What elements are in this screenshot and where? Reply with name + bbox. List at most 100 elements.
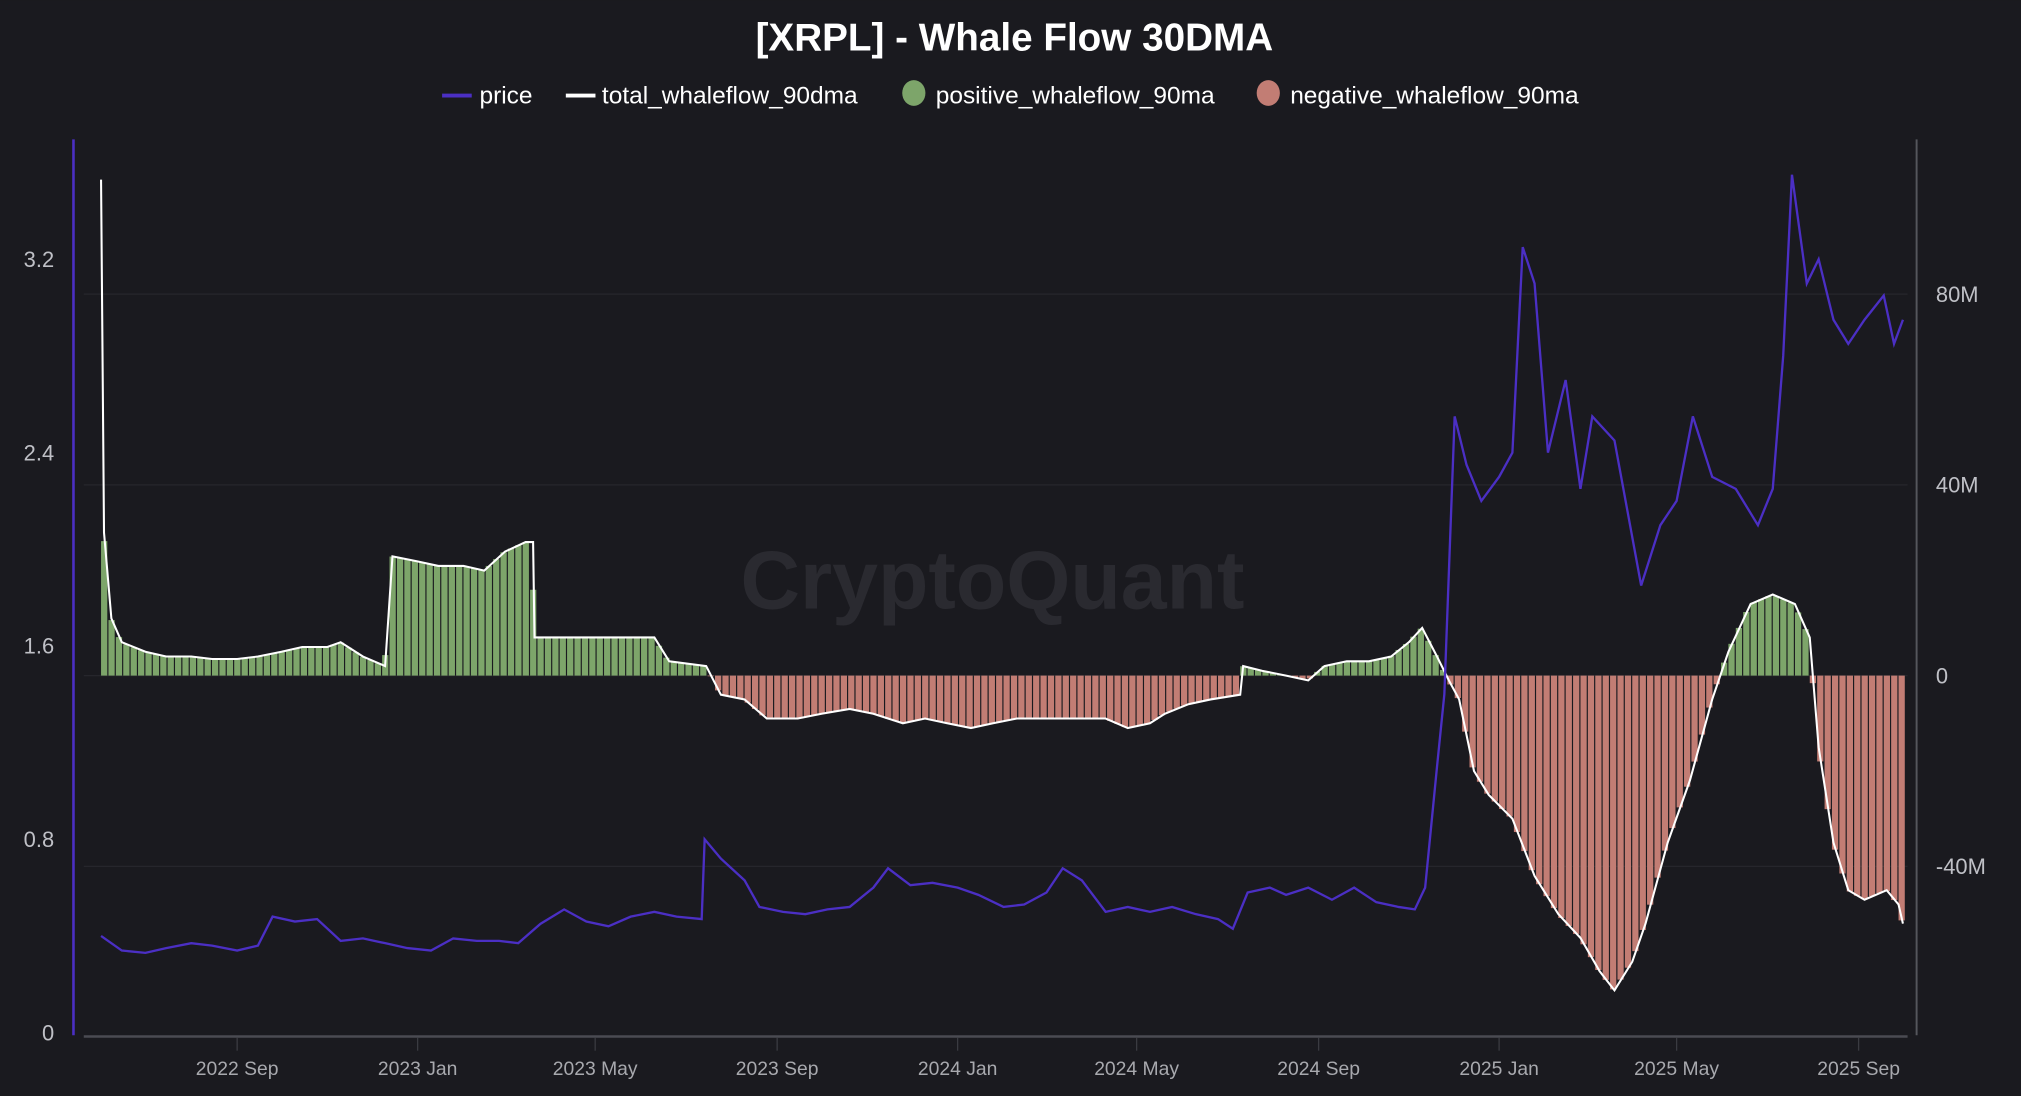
- negative-bar: [1476, 675, 1484, 782]
- positive-bar: [1765, 596, 1772, 676]
- negative-bar: [840, 675, 847, 710]
- positive-bar: [263, 654, 271, 676]
- negative-bar: [833, 675, 840, 712]
- negative-bar: [1632, 675, 1639, 952]
- negative-bar: [1513, 675, 1521, 833]
- negative-bar: [1040, 675, 1047, 719]
- positive-bar: [678, 662, 685, 676]
- positive-bar: [1269, 673, 1277, 676]
- negative-bar: [1647, 675, 1654, 905]
- price-line: [100, 174, 1905, 955]
- positive-bar: [278, 651, 285, 676]
- positive-bar: [1247, 668, 1254, 676]
- positive-bar: [522, 542, 529, 676]
- positive-bar: [1321, 665, 1328, 676]
- positive-bar: [692, 664, 700, 676]
- negative-bar: [1018, 675, 1025, 719]
- positive-bar: [448, 565, 455, 676]
- legend-item-total[interactable]: total_whaleflow_90dma: [565, 82, 858, 109]
- positive-bar: [1336, 662, 1343, 676]
- positive-bar: [537, 637, 544, 676]
- negative-bar: [1639, 675, 1646, 930]
- positive-bar: [1780, 599, 1787, 676]
- legend-item-positive[interactable]: positive_whaleflow_90ma: [902, 80, 1215, 109]
- negative-bar: [1203, 675, 1210, 701]
- positive-bar: [1417, 628, 1424, 676]
- positive-bar: [581, 637, 589, 676]
- negative-bar: [818, 675, 825, 714]
- negative-bar: [1299, 675, 1306, 680]
- positive-bar: [1794, 612, 1802, 676]
- positive-bar: [626, 637, 633, 676]
- positive-bar: [352, 652, 359, 676]
- right-tick-label: 40M: [1936, 473, 1979, 498]
- legend-item-price[interactable]: price: [442, 82, 533, 109]
- positive-bar: [515, 545, 522, 676]
- negative-bar: [1232, 675, 1240, 696]
- negative-bar: [1447, 675, 1454, 685]
- positive-bar: [611, 637, 618, 676]
- positive-bar: [470, 568, 478, 676]
- legend-item-negative[interactable]: negative_whaleflow_90ma: [1256, 80, 1579, 109]
- positive-bar: [1365, 661, 1373, 676]
- negative-bar: [1602, 675, 1609, 980]
- negative-bar: [1661, 675, 1669, 851]
- negative-bar: [1624, 675, 1632, 968]
- positive-bar: [152, 654, 160, 676]
- negative-bar: [870, 675, 877, 714]
- positive-bar: [1388, 655, 1395, 676]
- negative-bar: [1136, 675, 1143, 726]
- positive-bar: [648, 637, 655, 676]
- positive-bar: [567, 637, 574, 676]
- x-axis-ticks: 2022 Sep 2023 Jan 2023 May 2023 Sep 2024 Jan…: [196, 1037, 1900, 1080]
- negative-bar: [788, 675, 796, 719]
- negative-bar: [1528, 675, 1535, 871]
- positive-bar: [1402, 644, 1410, 676]
- positive-bar: [507, 548, 515, 676]
- positive-bar: [633, 637, 640, 676]
- left-tick-label: 0: [42, 1020, 54, 1045]
- negative-bar: [936, 675, 944, 722]
- positive-bar: [189, 656, 197, 676]
- positive-bar: [1425, 640, 1432, 676]
- negative-bar: [1055, 675, 1062, 719]
- negative-bar: [1891, 675, 1898, 901]
- positive-bar: [419, 562, 426, 676]
- negative-bar: [1025, 675, 1032, 719]
- negative-bar: [1462, 675, 1469, 732]
- positive-bar: [396, 558, 404, 676]
- left-tick-label: 3.2: [24, 247, 54, 272]
- positive-bar: [641, 637, 648, 676]
- positive-bar: [241, 657, 248, 676]
- negative-bar: [1210, 675, 1217, 699]
- negative-bar: [1062, 675, 1069, 719]
- total-whaleflow-line: [100, 179, 1904, 993]
- negative-bar: [899, 675, 907, 724]
- positive-bar: [212, 658, 219, 676]
- negative-bar: [1706, 675, 1713, 708]
- positive-bar: [1358, 661, 1365, 676]
- negative-bar: [744, 675, 751, 703]
- positive-bar: [374, 663, 381, 676]
- positive-bar: [1254, 669, 1262, 676]
- positive-bar: [345, 647, 352, 676]
- positive-bar: [256, 656, 263, 676]
- negative-bar: [1713, 675, 1720, 685]
- negative-bar: [1107, 675, 1114, 721]
- negative-bar: [1077, 675, 1084, 719]
- positive-bar: [389, 556, 396, 676]
- left-tick-label: 0.8: [24, 827, 54, 852]
- positive-bar: [1373, 659, 1380, 676]
- negative-bar: [729, 675, 737, 698]
- negative-bar: [1846, 675, 1853, 892]
- positive-bar: [1439, 669, 1447, 676]
- negative-bar: [1218, 675, 1225, 698]
- positive-bar: [115, 637, 123, 676]
- negative-bar: [929, 675, 936, 721]
- negative-bar: [1669, 675, 1676, 829]
- positive-bar: [1395, 649, 1402, 676]
- legend-label: negative_whaleflow_90ma: [1290, 82, 1579, 109]
- positive-bar: [404, 559, 411, 676]
- negative-bar: [811, 675, 818, 716]
- negative-bar: [1550, 675, 1558, 909]
